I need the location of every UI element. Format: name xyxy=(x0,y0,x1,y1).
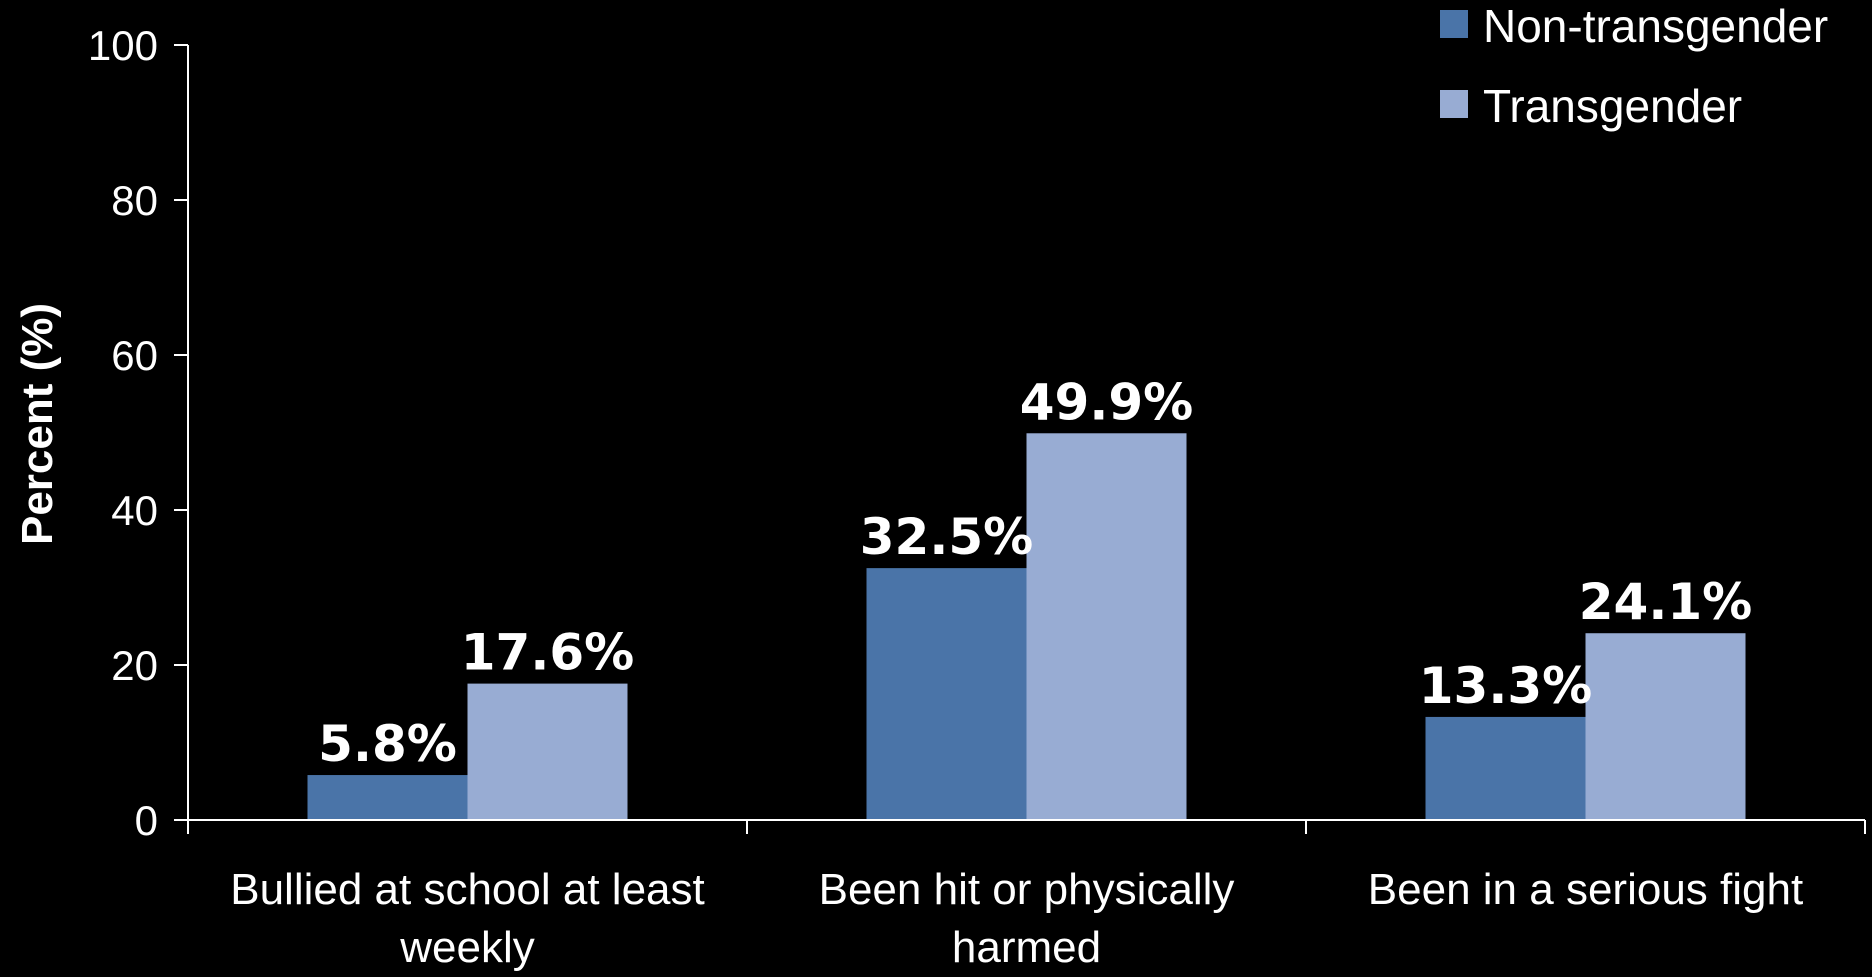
bar-transgender xyxy=(1026,433,1187,820)
data-label: 13.3% xyxy=(1419,657,1592,715)
bars xyxy=(307,433,1746,820)
y-tick-label: 40 xyxy=(111,487,158,534)
x-category-label: Been in a serious fight xyxy=(1368,865,1803,914)
data-label: 24.1% xyxy=(1579,573,1752,631)
axes xyxy=(174,44,1866,834)
y-axis-label: Percent (%) xyxy=(13,303,62,545)
bar-transgender xyxy=(1585,633,1746,820)
data-label: 5.8% xyxy=(318,715,457,773)
data-labels: 5.8%17.6% 32.5% 49.9% 13.3% 24.1% xyxy=(318,373,1752,773)
legend-swatch xyxy=(1440,10,1468,38)
x-axis-categories: Bullied at school at least weekly Been hit… xyxy=(230,865,1803,972)
y-tick-label: 100 xyxy=(88,22,158,69)
legend-swatch xyxy=(1440,90,1468,118)
y-tick-label: 20 xyxy=(111,642,158,689)
y-tick-label: 80 xyxy=(111,177,158,224)
data-label: 17.6% xyxy=(461,624,634,682)
y-axis-ticks: 0 20 40 60 80 100 xyxy=(88,22,158,844)
legend-label: Transgender xyxy=(1483,80,1742,132)
y-tick-label: 60 xyxy=(111,332,158,379)
bar-non-transgender xyxy=(307,775,468,820)
x-category-label: Bullied at school at least xyxy=(230,865,705,914)
legend: Non-transgender Transgender xyxy=(1440,0,1828,132)
data-label: 32.5% xyxy=(860,508,1033,566)
bar-non-transgender xyxy=(1425,716,1586,820)
x-category-label: Been hit or physically xyxy=(819,865,1235,914)
x-category-label: harmed xyxy=(952,923,1101,972)
bar-non-transgender xyxy=(866,568,1027,820)
x-category-label: weekly xyxy=(399,923,535,972)
data-label: 49.9% xyxy=(1020,373,1193,431)
y-tick-label: 0 xyxy=(135,797,158,844)
legend-label: Non-transgender xyxy=(1483,0,1828,52)
bar-transgender xyxy=(467,683,628,820)
